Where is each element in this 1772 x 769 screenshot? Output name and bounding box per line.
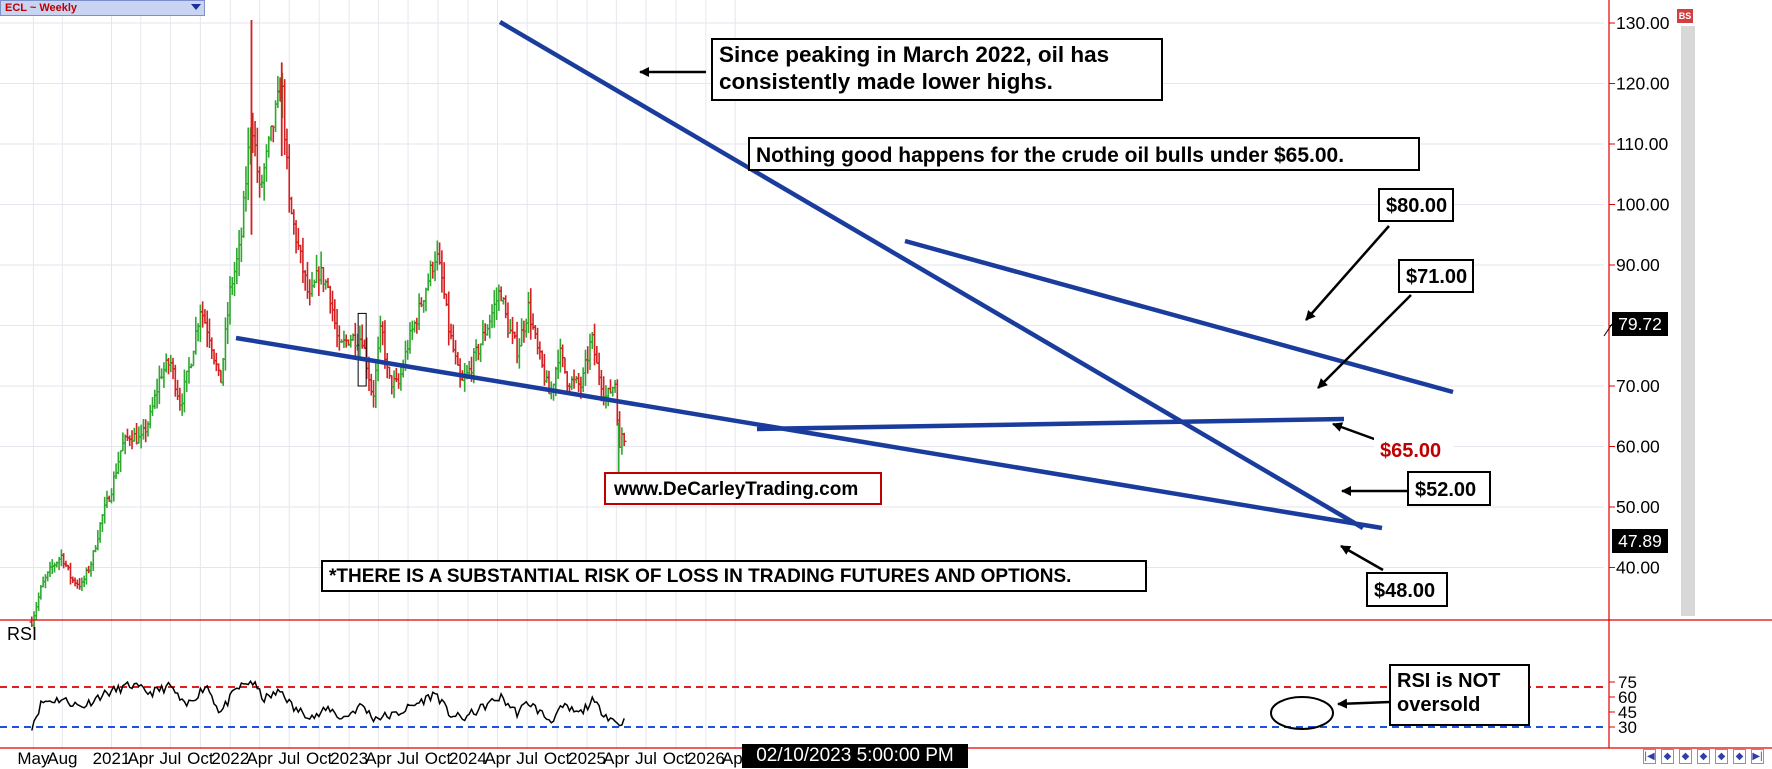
bottom-price-label: 47.89 [1612,529,1668,553]
neckline-65-line [756,416,1345,432]
x-tick-label: Apr [128,749,155,768]
symbol-label: ECL ~ Weekly [5,2,78,14]
x-tick-label: Apr [246,749,273,768]
level-80-label: $80.00 [1378,188,1454,222]
x-tick-label: Apr [603,749,630,768]
nav-button[interactable]: ◆ [1697,749,1710,764]
chevron-down-icon[interactable] [191,4,201,10]
x-tick-label: Jul [278,749,300,768]
disclaimer-label: *THERE IS A SUBSTANTIAL RISK OF LOSS IN … [321,560,1147,592]
y-tick-label: 50.00 [1616,497,1660,517]
annotation-lower-highs: Since peaking in March 2022, oil has con… [711,38,1163,101]
level-48-label: $48.00 [1366,572,1448,607]
x-tick-label: Oct [544,749,571,768]
last-price-pointer [1603,323,1613,337]
x-tick-label: Apr [365,749,392,768]
x-tick-label: Apr [484,749,511,768]
x-tick-label: 2021 [93,749,131,768]
nav-button[interactable]: ▶| [1751,749,1764,764]
nav-button[interactable]: ◆ [1661,749,1674,764]
symbol-selector[interactable]: ECL ~ Weekly [0,0,205,16]
annotation-arrows [639,67,1412,709]
x-tick-label: 2023 [330,749,368,768]
trendlines [235,20,1454,531]
rsi-tick-label: 75 [1618,673,1637,692]
x-tick-label: Oct [425,749,452,768]
highlighted-bar [357,312,367,387]
level-52-label: $52.00 [1407,471,1491,506]
x-tick-label: 2026 [687,749,725,768]
rsi-highlight-circle [1270,696,1334,730]
x-tick-label: 2022 [211,749,249,768]
annotation-nothing-good: Nothing good happens for the crude oil b… [748,137,1420,171]
annotation-arrow [1340,544,1384,572]
date-tooltip: 02/10/2023 5:00:00 PM [742,744,968,768]
price-bar [621,432,627,447]
y-tick-label: 90.00 [1616,255,1660,275]
level-71-label: $71.00 [1398,259,1474,293]
annotation-arrow [1305,225,1390,321]
x-tick-label: 2024 [449,749,487,768]
descending-resistance-line [498,20,1365,530]
rsi-tick-label: 30 [1618,718,1637,737]
y-tick-label: 60.00 [1616,437,1660,457]
y-tick-label: 120.00 [1616,74,1670,94]
ohlc-bars [29,19,627,629]
x-tick-label: Oct [187,749,214,768]
y-tick-label: 110.00 [1616,134,1668,154]
x-tick-label: Jul [160,749,182,768]
rsi-pane: RSI [0,624,1604,731]
nav-button[interactable]: ◆ [1715,749,1728,764]
x-tick-label: Oct [663,749,690,768]
bottom-price-label-text: 47.89 [1618,531,1662,551]
chart-gridlines [0,0,1604,748]
x-tick-label: Jul [635,749,657,768]
website-label: www.DeCarleyTrading.com [604,472,882,505]
last-price-label-bg [1612,312,1668,336]
bottom-price-label-bg [1612,529,1668,553]
y-tick-label: 40.00 [1616,558,1660,578]
falling-wedge-upper-line [904,238,1454,395]
x-tick-label: Oct [306,749,333,768]
nav-button[interactable]: |◀ [1643,749,1656,764]
y-tick-label: 70.00 [1616,376,1660,396]
x-tick-label: May [17,749,50,768]
lower-support-line [235,335,1383,531]
vertical-scrollbar[interactable] [1681,26,1695,616]
nav-button[interactable]: ◆ [1733,749,1746,764]
buy-sell-icon[interactable]: BS [1677,9,1693,23]
x-tick-label: 2025 [568,749,606,768]
last-price-label-text: 79.72 [1618,314,1662,334]
annotation-arrow [1317,294,1412,389]
rsi-tick-label: 45 [1618,703,1637,722]
x-tick-label: Jul [516,749,538,768]
level-65-label: $65.00 [1374,433,1454,466]
x-tick-label: Aug [47,749,77,768]
rsi-label: RSI [7,624,37,644]
last-price-label: 79.72 [1612,312,1668,336]
y-tick-label: 100.00 [1616,195,1670,215]
annotation-arrow [1337,698,1391,709]
rsi-line [31,679,625,731]
rsi-note: RSI is NOT oversold [1389,664,1530,726]
nav-button[interactable]: ◆ [1679,749,1692,764]
annotation-arrow [1332,422,1378,442]
x-tick-label: Jul [397,749,419,768]
y-tick-label: 130.00 [1616,13,1670,33]
rsi-tick-label: 60 [1618,688,1637,707]
